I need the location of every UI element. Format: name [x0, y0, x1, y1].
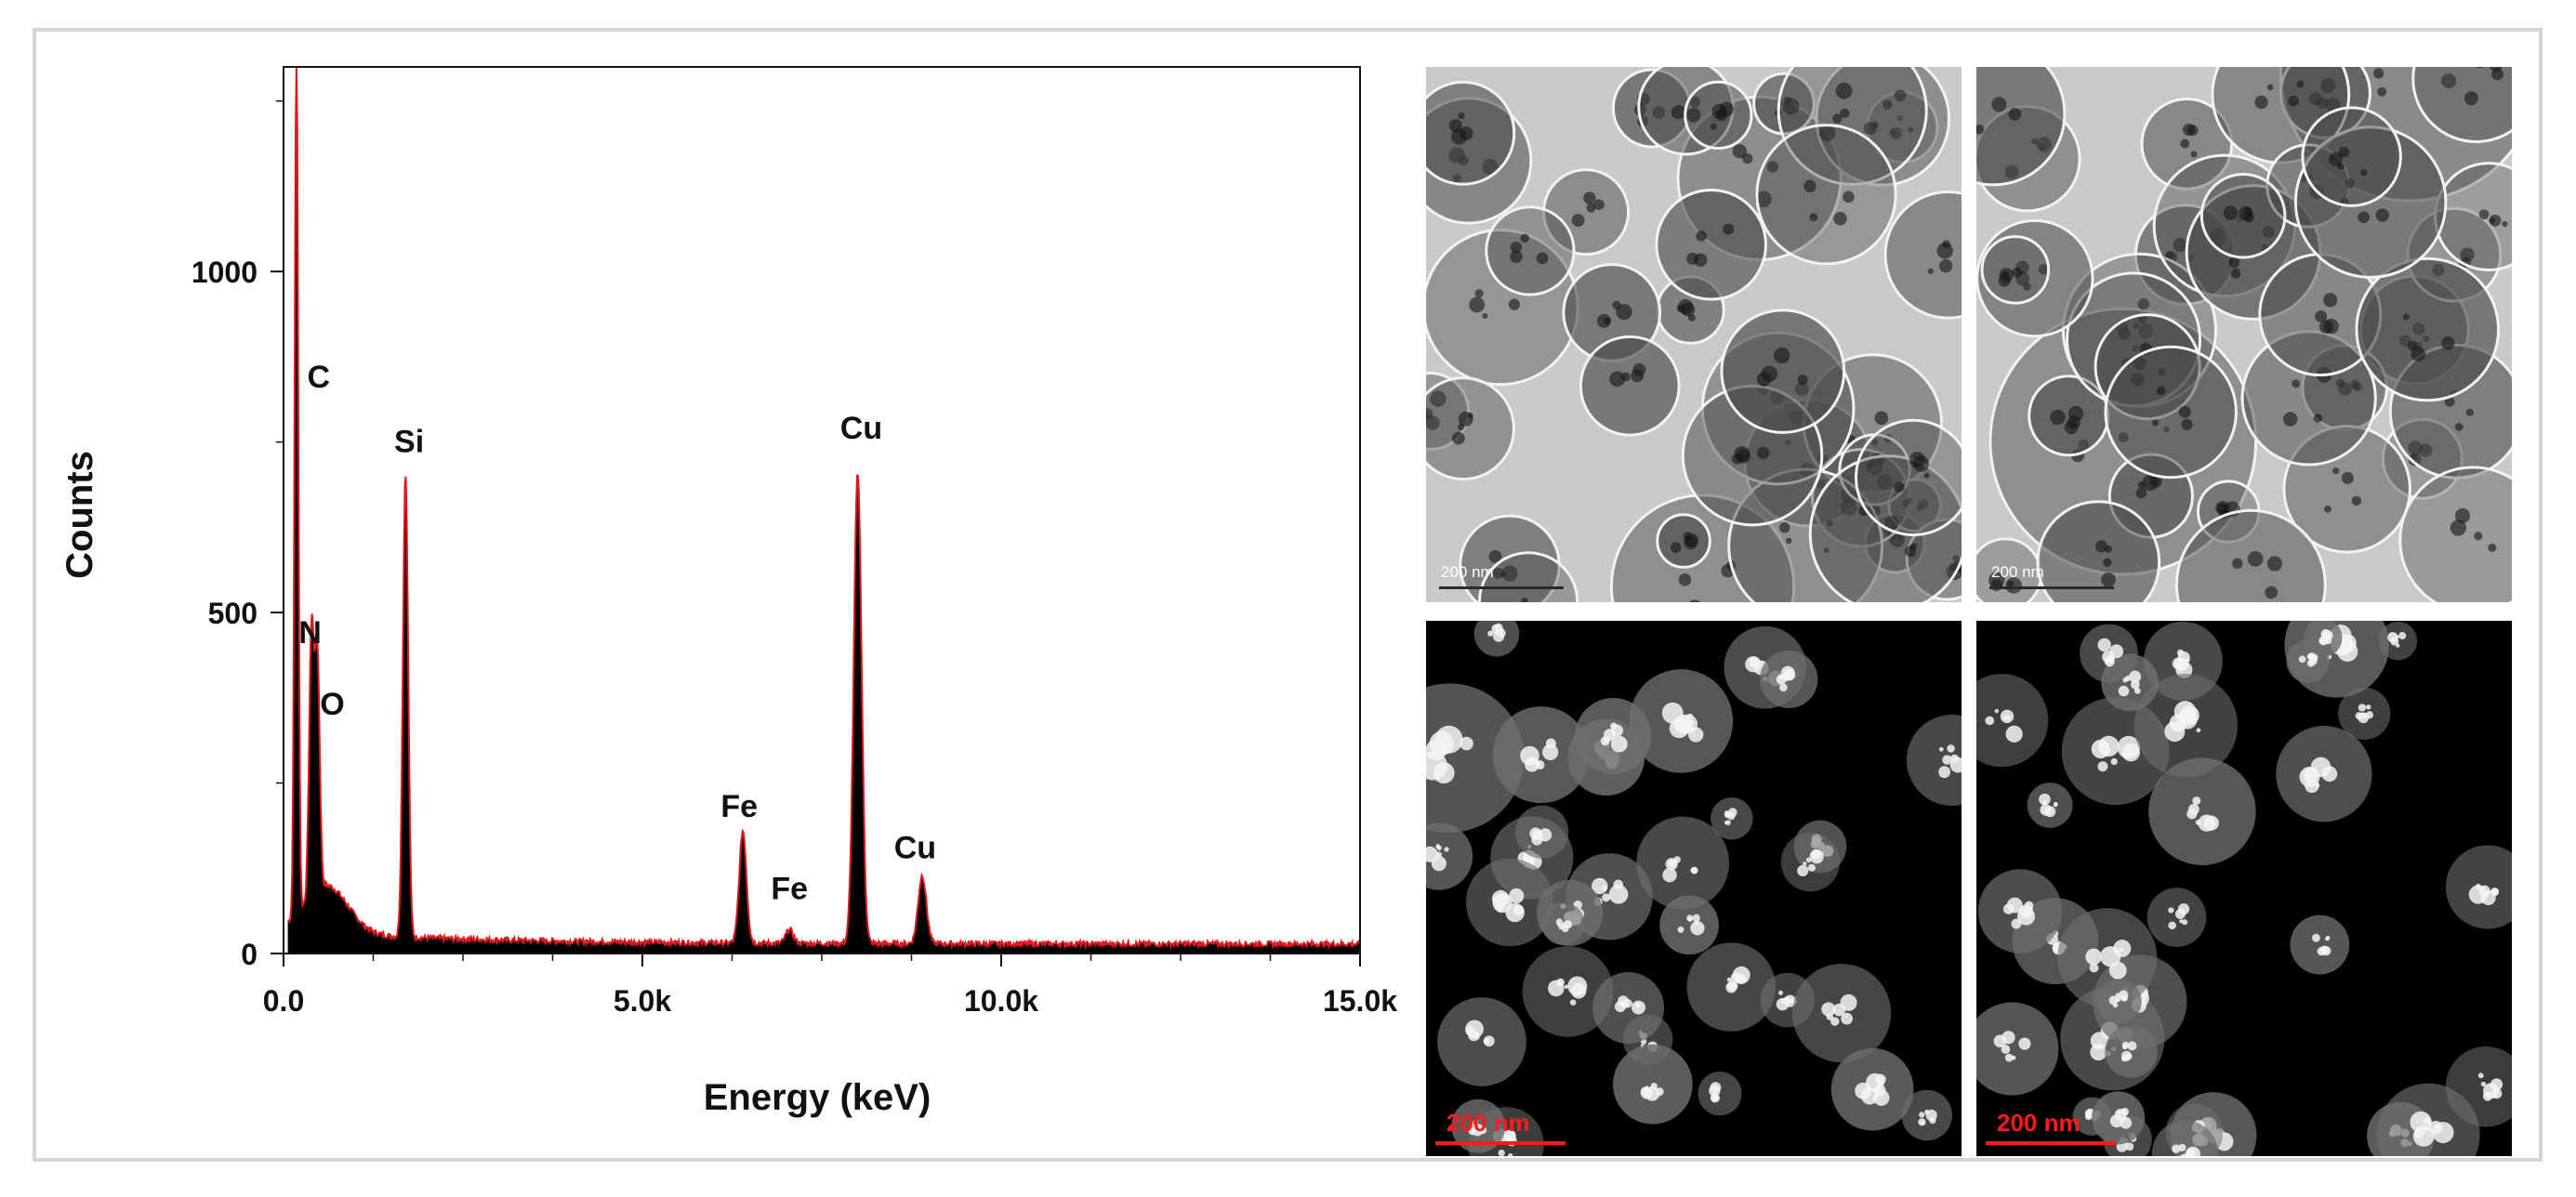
- spectrum-layer: [286, 66, 1361, 954]
- x-tick-label: 10.0k: [964, 984, 1038, 1018]
- peak-label: Fe: [720, 789, 758, 824]
- x-axis-label: Energy (keV): [704, 1077, 931, 1118]
- y-tick-label: 500: [208, 597, 258, 630]
- y-axis-label: Counts: [59, 451, 100, 579]
- peak-label: C: [308, 360, 331, 395]
- tem-bright-field-1: 200 nm: [1426, 67, 1962, 602]
- eds-spectrum-chart: 0.0 5.0k 10.0k 15.0k 0 500 1000 Energy (keV) C…: [59, 66, 1397, 1118]
- y-tick-label: 0: [241, 938, 258, 971]
- figure-frame: 0.0 5.0k 10.0k 15.0k 0 500 1000 Energy (keV) C…: [33, 28, 2543, 1162]
- peak-label: O: [320, 687, 344, 722]
- stem-dark-field-2-image: [1976, 621, 2512, 1156]
- peak-label: Cu: [894, 830, 936, 865]
- x-tick-label: 5.0k: [614, 984, 671, 1018]
- scale-bar: [1989, 586, 2114, 589]
- tem-bright-field-2: 200 nm: [1976, 67, 2512, 602]
- scale-bar: [1435, 1141, 1565, 1145]
- scale-bar: [1439, 586, 1564, 589]
- peak-label: N: [298, 615, 322, 651]
- plot-frame: [283, 66, 1361, 954]
- scale-bar-label: 200 nm: [1991, 563, 2044, 581]
- scale-bar: [1986, 1141, 2116, 1145]
- tem-bright-field-1-image: [1426, 67, 1962, 602]
- peak-label: Si: [394, 425, 424, 460]
- scale-bar-label: 200 nm: [1441, 563, 1494, 581]
- spectrum-line: [286, 66, 1361, 951]
- y-tick-label: 1000: [192, 256, 258, 289]
- stem-dark-field-2: 200 nm: [1976, 621, 2512, 1156]
- x-tick-label: 0.0: [263, 984, 304, 1018]
- scale-bar-label: 200 nm: [1447, 1109, 1530, 1137]
- stem-dark-field-1-image: [1426, 621, 1962, 1156]
- scale-bar-label: 200 nm: [1997, 1109, 2081, 1137]
- axes-layer: 0.0 5.0k 10.0k 15.0k 0 500 1000: [192, 66, 1397, 1018]
- peak-label: Cu: [840, 411, 882, 446]
- spectrum-fill: [287, 67, 1361, 954]
- tem-bright-field-2-image: [1976, 67, 2512, 602]
- stem-dark-field-1: 200 nm: [1426, 621, 1962, 1156]
- peak-label: Fe: [771, 871, 808, 906]
- x-tick-label: 15.0k: [1323, 984, 1397, 1018]
